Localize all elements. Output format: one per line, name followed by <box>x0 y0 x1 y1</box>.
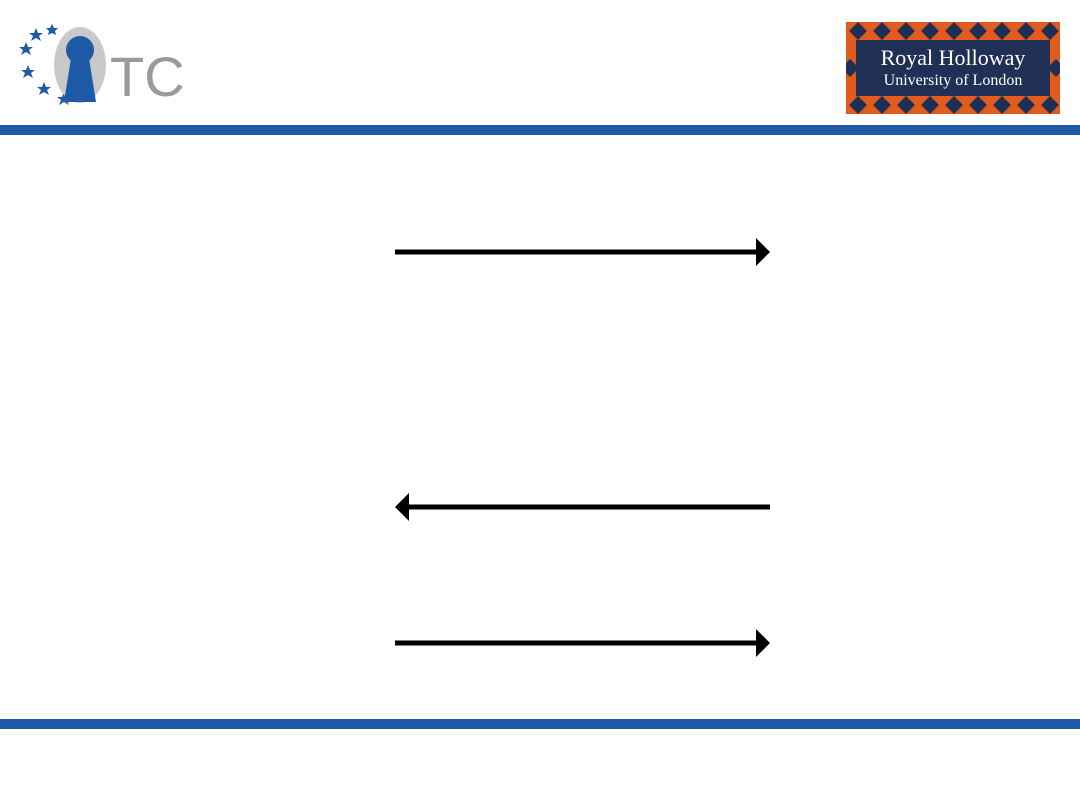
star-arc-icon <box>19 24 71 105</box>
royal-holloway-logo: Royal Holloway University of London <box>846 22 1060 114</box>
royal-holloway-logo-line1: Royal Holloway <box>881 45 1026 70</box>
keyhole-icon <box>54 27 106 103</box>
otc-logo-text: TC <box>110 45 185 108</box>
arrow-right-1 <box>395 238 770 266</box>
royal-holloway-logo-line2: University of London <box>884 72 1023 89</box>
header-rule <box>0 125 1080 135</box>
arrow-left-2 <box>395 493 770 521</box>
otc-logo: TC <box>19 24 185 108</box>
footer-rule <box>0 719 1080 729</box>
diamond-border-icon <box>846 22 1060 114</box>
arrow-right-3 <box>395 629 770 657</box>
